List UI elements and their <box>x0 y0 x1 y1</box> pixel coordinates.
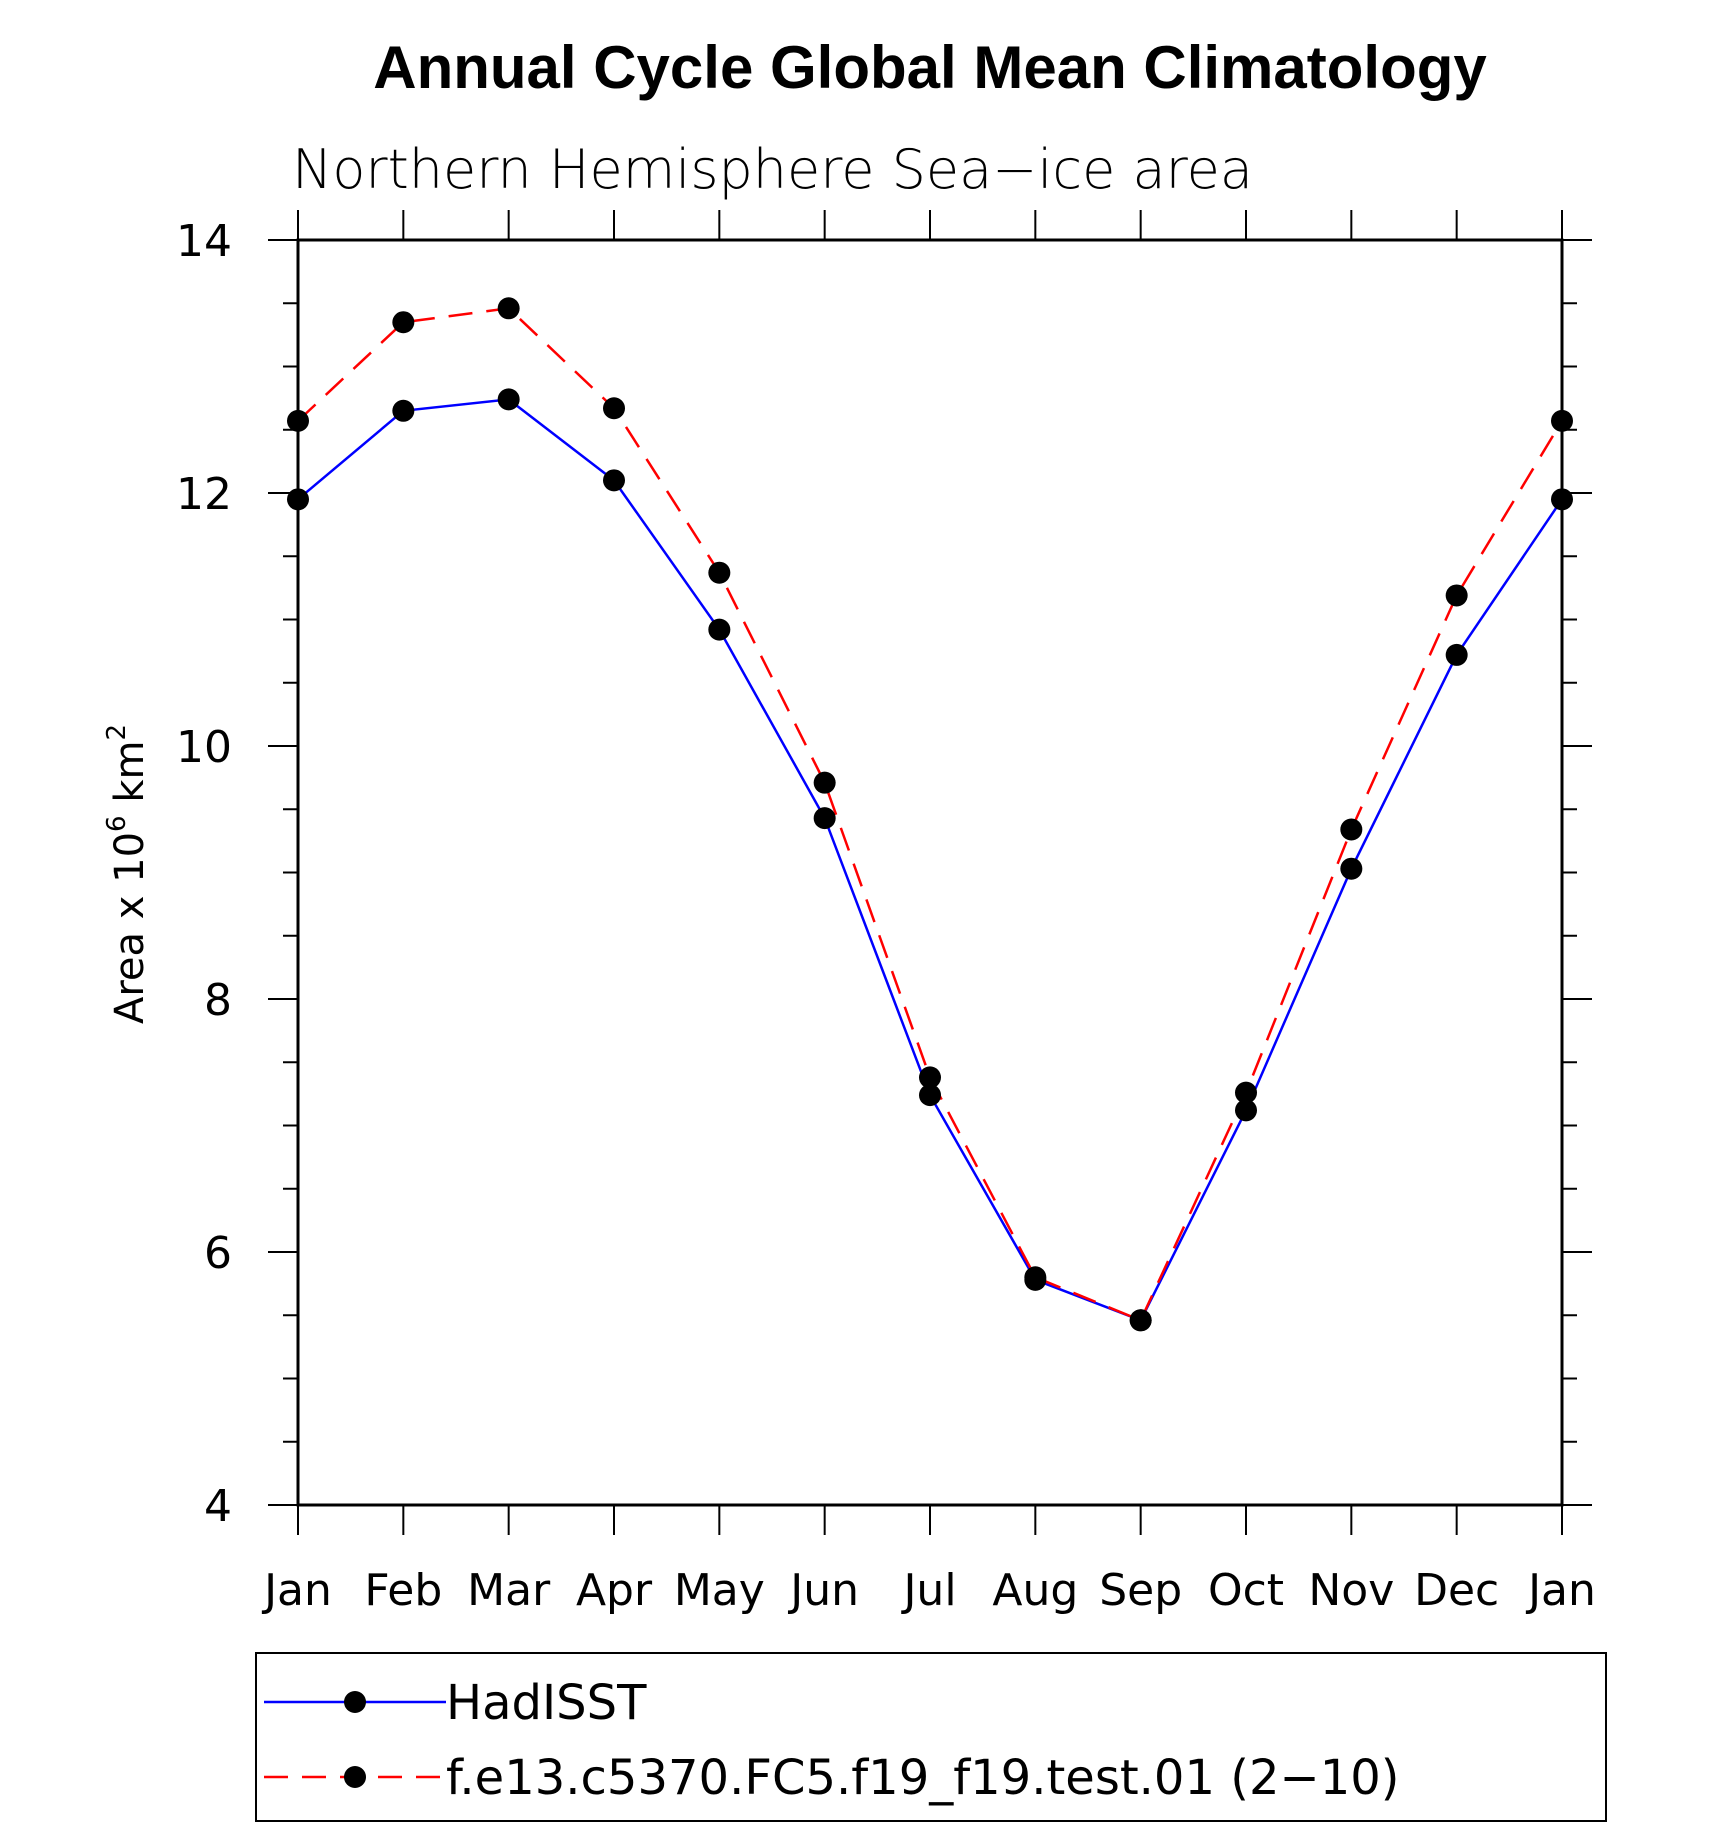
data-point-hadisst <box>919 1084 941 1107</box>
data-point-hadisst <box>497 388 520 411</box>
x-tick-label: Dec <box>1414 1565 1499 1616</box>
data-point-model <box>392 311 415 334</box>
data-point-model <box>603 397 625 420</box>
x-tick-label: Jan <box>261 1565 332 1616</box>
data-point-model <box>1551 409 1573 432</box>
y-axis-label: Area x 106 km2 <box>102 724 153 1024</box>
x-tick-label: Sep <box>1099 1565 1182 1616</box>
x-tick-label: Jan <box>1525 1565 1596 1616</box>
data-point-model <box>1340 818 1363 841</box>
data-point-model <box>1024 1266 1047 1289</box>
x-tick-label: Nov <box>1308 1565 1394 1616</box>
plot-border <box>296 238 1564 1507</box>
data-point-model <box>708 561 731 584</box>
y-axis-ticks: 4 6 8 10 12 14 <box>176 216 1592 1532</box>
series-line-hadisst <box>297 398 1564 1322</box>
data-point-hadisst <box>1235 1099 1257 1122</box>
data-point-model <box>1235 1081 1257 1104</box>
y-axis-label-unit: km <box>107 741 153 816</box>
y-tick-label: 14 <box>176 216 232 267</box>
legend-label-hadisst: HadISST <box>446 1675 647 1731</box>
data-point-hadisst <box>1340 857 1363 880</box>
legend-marker-model <box>344 1766 366 1788</box>
y-tick-label: 6 <box>204 1228 232 1279</box>
data-point-model <box>1445 584 1468 607</box>
data-point-model <box>813 771 836 794</box>
data-point-hadisst <box>603 469 625 492</box>
x-axis-ticks: Jan Feb Mar Apr May Jun Jul Aug Sep Oct Nov Dec Jan <box>261 210 1596 1616</box>
x-tick-label: May <box>674 1565 765 1616</box>
series-layer <box>287 297 1573 1332</box>
data-point-hadisst <box>287 488 309 511</box>
y-tick-label: 4 <box>204 1481 232 1532</box>
y-tick-label: 8 <box>204 975 232 1026</box>
data-point-hadisst <box>813 807 836 830</box>
y-axis-label-main: Area x 10 <box>107 832 153 1024</box>
legend-box <box>255 1652 1607 1822</box>
legend-label-model: f.e13.c5370.FC5.f19_f19.test.01 (2−10) <box>446 1750 1400 1806</box>
x-tick-label: Apr <box>576 1565 653 1616</box>
legend: HadISST f.e13.c5370.FC5.f19_f19.test.01 … <box>255 1652 1607 1822</box>
x-tick-label: Feb <box>364 1565 442 1616</box>
data-point-model <box>1129 1309 1152 1332</box>
data-point-model <box>287 409 309 432</box>
data-point-model <box>497 297 520 320</box>
plot-frame <box>296 238 1564 1507</box>
data-point-model <box>919 1066 941 1089</box>
data-point-hadisst <box>1445 643 1468 666</box>
y-tick-label: 12 <box>176 469 232 520</box>
legend-marker-hadisst <box>344 1691 366 1713</box>
x-tick-label: Oct <box>1208 1565 1284 1616</box>
x-tick-label: Aug <box>992 1565 1078 1616</box>
chart-title: Annual Cycle Global Mean Climatology <box>373 34 1487 101</box>
y-tick-label: 10 <box>176 722 232 773</box>
x-tick-label: Jun <box>787 1565 859 1616</box>
x-tick-label: Mar <box>467 1565 551 1616</box>
y-axis-label-exponent-1: 6 <box>102 815 132 832</box>
data-point-hadisst <box>708 618 731 641</box>
data-point-hadisst <box>392 399 415 422</box>
y-axis-label-exponent-2: 2 <box>102 724 132 741</box>
data-point-hadisst <box>1551 488 1573 511</box>
chart-subtitle: Northern Hemisphere Sea−ice area <box>292 138 1253 201</box>
x-tick-label: Jul <box>900 1565 956 1616</box>
series-line-model <box>297 306 1564 1322</box>
